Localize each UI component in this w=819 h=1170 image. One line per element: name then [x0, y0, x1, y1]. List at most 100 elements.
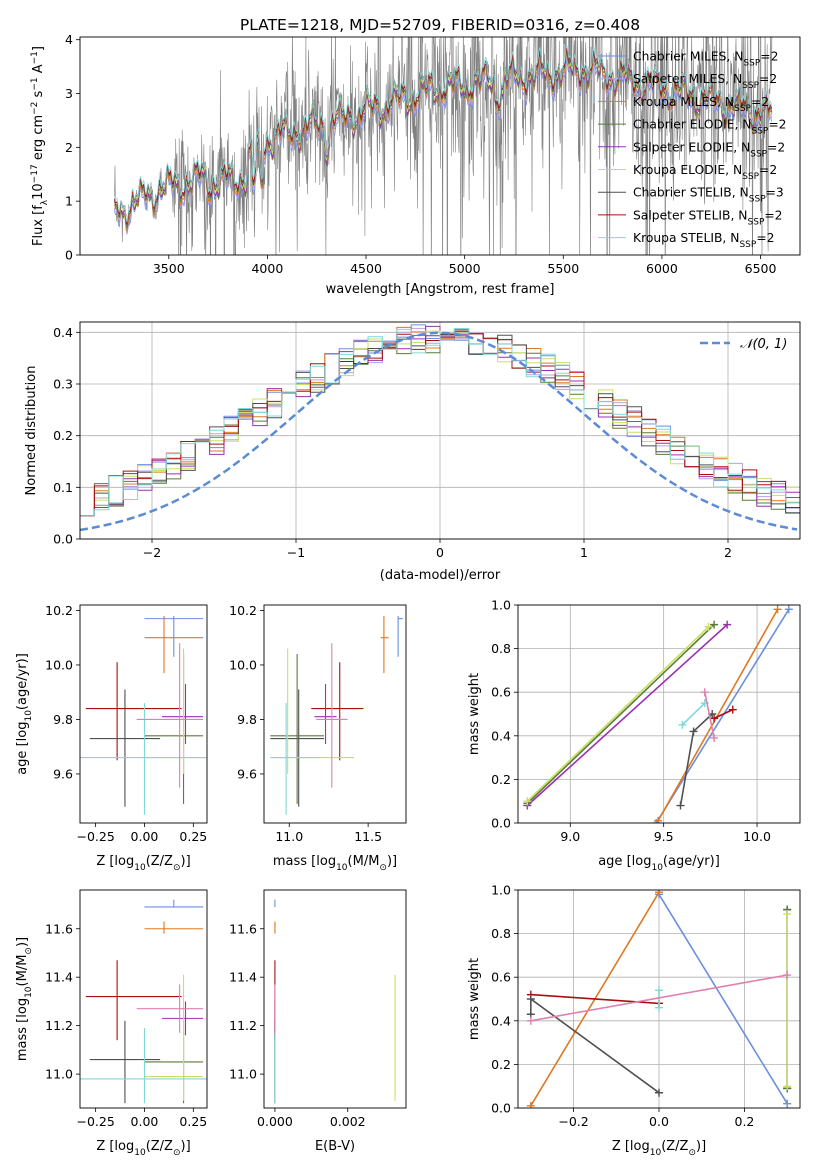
spectrum-model-kroupa-stelib — [114, 44, 773, 223]
mass-vs-ebv-ytick-label: 11.4 — [229, 970, 257, 985]
weight-series — [678, 699, 709, 729]
weight-marker — [783, 971, 792, 980]
x-axis-label-part: )] — [181, 854, 191, 869]
legend-label: Salpeter ELODIE, NSSP=2 — [633, 140, 785, 159]
legend-name: Chabrier STELIB — [633, 186, 732, 200]
weight-series — [523, 622, 713, 806]
y-axis-label-part: age [log — [15, 722, 30, 775]
x-axis-label-part: Z [log — [96, 1139, 134, 1154]
errorbar-point — [271, 648, 354, 774]
weight-line — [530, 974, 788, 1022]
axes-frame — [517, 889, 801, 1109]
legend-nssp-value: =2 — [764, 208, 782, 222]
y-axis-label-part: ⊙ — [24, 947, 34, 955]
weight-vs-age-ytick-label: 0.0 — [491, 816, 511, 831]
weight-marker — [523, 797, 532, 806]
y-axis-label: mass [log10(M/M⊙)] — [15, 937, 34, 1061]
y-axis-label-part: )] — [15, 937, 30, 947]
legend-entry: Chabrier ELODIE, NSSP=2 — [598, 118, 786, 137]
age-vs-mass-xtick-label: 11.5 — [354, 829, 382, 844]
legend-nssp-sub: SSP — [748, 217, 765, 227]
mass-vs-ebv-xtick-label: 0.000 — [257, 1114, 293, 1129]
errorbar-point — [89, 1020, 161, 1104]
spectrum-xtick-label: 6500 — [745, 261, 777, 276]
residuals-ytick-label: 0.1 — [53, 480, 73, 495]
legend-nssp-value: =2 — [760, 50, 778, 64]
y-axis-label-part: −1 — [30, 77, 40, 90]
weight-marker — [654, 816, 663, 823]
legend-name: Salpeter STELIB — [633, 208, 730, 222]
residuals-xtick-label: 1 — [580, 545, 588, 560]
x-axis-label-part: ⊙ — [379, 863, 387, 873]
y-axis-label-part: s — [31, 90, 46, 101]
legend-nssp-sub: SSP — [742, 81, 759, 91]
legend-nssp-sub: SSP — [734, 104, 751, 114]
legend-nssp-value: =2 — [756, 231, 774, 245]
legend-sep: , N — [730, 208, 747, 222]
age-vs-Z-xtick-label: 0.25 — [179, 829, 207, 844]
axes-frame — [263, 889, 407, 1109]
x-axis-label: E(B-V) — [315, 1139, 355, 1154]
age-vs-Z-ytick-label: 10.2 — [45, 603, 73, 618]
legend-label: Kroupa STELIB, NSSP=2 — [633, 231, 774, 250]
x-axis-label-part: 10 — [650, 1148, 662, 1158]
x-axis-label-part: Z [log — [612, 1139, 650, 1154]
spectrum-plot-area — [114, 37, 773, 255]
errorbar-point — [311, 662, 364, 761]
weight-vs-Z-xtick-label: −0.2 — [558, 1114, 588, 1129]
residuals-ytick-label: 0.0 — [53, 532, 73, 547]
errorbar-point — [89, 689, 161, 807]
errorbar-point — [85, 662, 182, 761]
legend-nssp-sub: SSP — [751, 127, 768, 137]
y-axis-label-part: 10 — [24, 986, 34, 998]
x-axis-label-part: ⊙ — [688, 1148, 696, 1158]
legend-sep: , N — [717, 95, 734, 109]
weight-vs-Z-xtick-label: 0.2 — [735, 1114, 755, 1129]
y-axis-label-part: (age/yr)] — [15, 653, 30, 710]
weight-marker — [655, 890, 663, 897]
weight-series — [655, 890, 792, 1108]
y-axis-label: age [log10(age/yr)] — [15, 653, 34, 775]
x-axis-label-part: ⊙ — [173, 1148, 181, 1158]
legend-name: Kroupa ELODIE — [633, 163, 725, 177]
residuals-grid — [80, 322, 800, 540]
x-axis-label: mass [log10(M/M⊙)] — [273, 854, 397, 873]
weight-vs-age-plot-area — [523, 605, 793, 823]
legend-sep: , N — [734, 118, 751, 132]
legend-name: Kroupa STELIB — [633, 231, 722, 245]
legend-name: Salpeter ELODIE — [633, 140, 733, 154]
residuals-xtick-label: −2 — [143, 545, 161, 560]
age-vs-mass-plot-area — [270, 615, 403, 815]
residuals-xtick-label: 0 — [436, 545, 444, 560]
legend-entry: Salpeter MILES, NSSP=2 — [598, 72, 777, 91]
spectrum-xtick-label: 4500 — [350, 261, 382, 276]
legend-nssp-sub: SSP — [743, 59, 760, 69]
legend-label: Kroupa ELODIE, NSSP=2 — [633, 163, 777, 182]
axes-frame — [79, 604, 208, 824]
legend-label: Salpeter MILES, NSSP=2 — [633, 72, 777, 91]
weight-marker — [710, 620, 719, 629]
weight-marker — [526, 995, 535, 1003]
legend-nssp-sub: SSP — [749, 195, 766, 205]
y-axis-label: Normed distribution — [24, 366, 39, 496]
residuals-xtick-label: 2 — [724, 545, 732, 560]
age-vs-Z-ytick-label: 9.8 — [53, 712, 73, 727]
errorbar-point — [380, 615, 389, 674]
weight-vs-age-ytick-label: 0.4 — [491, 728, 511, 743]
residuals-xtick-label: −1 — [287, 545, 305, 560]
legend-entry: Kroupa STELIB, NSSP=2 — [598, 231, 774, 250]
weight-vs-age-ytick-label: 0.6 — [491, 685, 511, 700]
y-axis-label: mass weight — [467, 673, 482, 755]
age-vs-mass-ytick-label: 10.2 — [229, 603, 257, 618]
legend-label: Kroupa MILES, NSSP=2 — [633, 95, 769, 114]
legend-entry: Kroupa ELODIE, NSSP=2 — [598, 163, 777, 182]
x-axis-label-part: (Z/Z — [146, 1139, 173, 1154]
weight-line — [655, 608, 790, 823]
errorbar-point — [316, 643, 348, 788]
weight-line — [526, 624, 728, 807]
legend-nssp-value: =2 — [751, 95, 769, 109]
errorbar-point — [144, 615, 204, 674]
weight-vs-Z-ytick-label: 0.0 — [491, 1101, 511, 1116]
